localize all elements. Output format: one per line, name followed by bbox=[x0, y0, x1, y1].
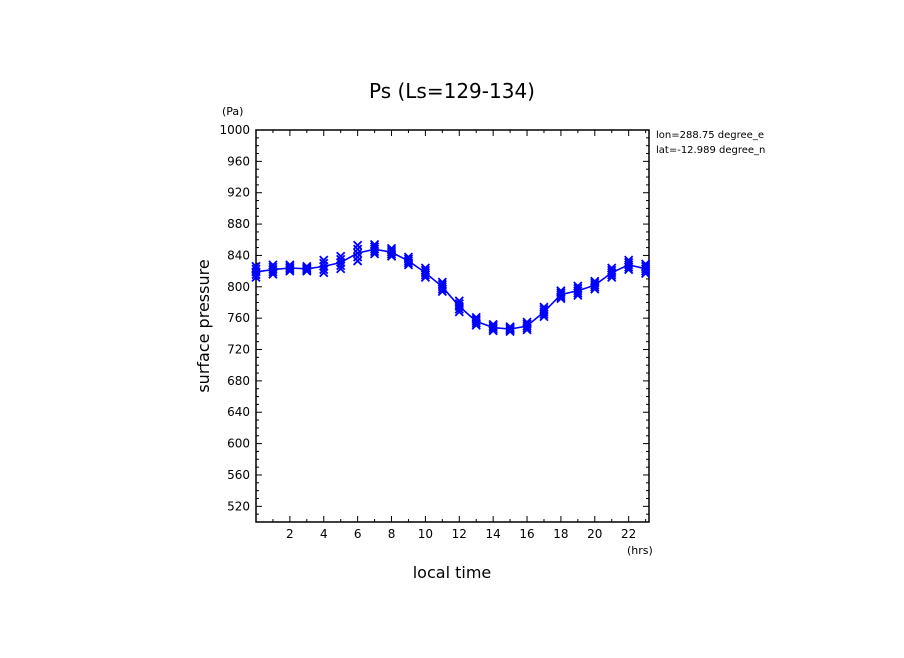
x-tick-label: 16 bbox=[519, 527, 534, 541]
data-point-marker bbox=[336, 254, 346, 264]
data-point-marker bbox=[319, 255, 329, 265]
data-point-marker bbox=[488, 319, 498, 330]
x-tick-label: 2 bbox=[286, 527, 294, 541]
data-point-marker bbox=[624, 255, 634, 265]
data-point-marker bbox=[488, 321, 498, 331]
data-point-marker bbox=[285, 263, 295, 273]
data-point-marker bbox=[454, 296, 464, 306]
y-tick-label: 880 bbox=[227, 217, 250, 231]
y-tick-label: 920 bbox=[227, 186, 250, 200]
data-point-marker bbox=[437, 277, 447, 287]
data-point-marker bbox=[353, 252, 363, 262]
x-tick-label: 8 bbox=[388, 527, 396, 541]
y-tick-label: 520 bbox=[227, 499, 250, 513]
data-point-marker bbox=[369, 239, 380, 250]
x-tick-label: 6 bbox=[354, 527, 362, 541]
data-point-marker bbox=[505, 322, 515, 332]
data-point-marker bbox=[590, 276, 600, 286]
data-point-marker bbox=[522, 321, 532, 331]
x-tick-label: 18 bbox=[553, 527, 568, 541]
data-point-marker bbox=[539, 304, 549, 315]
data-point-marker bbox=[590, 280, 600, 290]
data-point-marker bbox=[607, 265, 617, 275]
data-point-marker bbox=[353, 248, 363, 258]
x-unit: (hrs) bbox=[627, 544, 653, 557]
y-tick-label: 1000 bbox=[219, 123, 250, 137]
data-point-marker bbox=[353, 256, 363, 266]
data-point-marker bbox=[454, 299, 464, 309]
data-point-marker bbox=[285, 260, 295, 270]
data-point-marker bbox=[319, 258, 329, 268]
x-tick-label: 4 bbox=[320, 527, 328, 541]
y-unit: (Pa) bbox=[222, 105, 243, 118]
data-point-marker bbox=[539, 302, 549, 312]
data-point-marker bbox=[471, 314, 481, 324]
data-point-marker bbox=[251, 264, 261, 274]
data-point-marker bbox=[640, 259, 651, 269]
annotation-lon: lon=288.75 degree_e bbox=[656, 130, 764, 141]
data-point-marker bbox=[437, 279, 447, 290]
data-point-marker bbox=[386, 243, 397, 254]
data-point-marker bbox=[573, 283, 583, 294]
data-point-marker bbox=[268, 262, 278, 272]
data-point-marker bbox=[640, 261, 651, 272]
series-line bbox=[255, 248, 646, 330]
data-point-marker bbox=[353, 244, 363, 254]
data-point-marker bbox=[471, 312, 481, 323]
y-axis-title: surface pressure bbox=[194, 259, 213, 392]
data-point-marker bbox=[556, 286, 566, 296]
data-point-marker bbox=[386, 247, 397, 257]
y-tick-label: 560 bbox=[227, 468, 250, 482]
data-point-marker bbox=[420, 265, 431, 275]
data-point-marker bbox=[403, 254, 414, 264]
data-point-marker bbox=[353, 240, 363, 250]
data-point-marker bbox=[590, 278, 600, 288]
data-point-marker bbox=[302, 261, 312, 272]
data-point-marker bbox=[403, 256, 414, 266]
data-point-marker bbox=[268, 260, 278, 270]
data-point-marker bbox=[522, 319, 532, 329]
chart-title: Ps (Ls=129-134) bbox=[369, 79, 535, 103]
data-point-marker bbox=[573, 281, 583, 291]
data-point-marker bbox=[488, 322, 498, 333]
data-point-marker bbox=[624, 257, 634, 268]
data-point-marker bbox=[420, 263, 431, 273]
y-tick-label: 960 bbox=[227, 154, 250, 168]
x-tick-label: 10 bbox=[418, 527, 433, 541]
x-tick-label: 20 bbox=[587, 527, 602, 541]
annotation-lat: lat=-12.989 degree_n bbox=[656, 145, 765, 156]
y-tick-label: 680 bbox=[227, 374, 250, 388]
x-tick-label: 12 bbox=[452, 527, 467, 541]
data-point-marker bbox=[556, 288, 566, 298]
y-tick-label: 640 bbox=[227, 405, 250, 419]
ticks: 2 4 6 8 10 12 14 16 18 20 22 520 560 600 640 680 720 760 8… bbox=[219, 123, 649, 541]
x-tick-label: 14 bbox=[486, 527, 501, 541]
x-tick-label: 22 bbox=[621, 527, 636, 541]
y-tick-label: 760 bbox=[227, 311, 250, 325]
y-tick-label: 840 bbox=[227, 248, 250, 262]
data-point-marker bbox=[285, 261, 295, 272]
y-tick-label: 720 bbox=[227, 343, 250, 357]
data-point-marker bbox=[471, 316, 481, 326]
plot-frame bbox=[255, 129, 650, 523]
data-point-marker bbox=[522, 317, 532, 327]
data-point-marker bbox=[336, 251, 346, 261]
data-point-marker bbox=[251, 261, 261, 272]
data-point-marker bbox=[403, 252, 414, 262]
series bbox=[251, 239, 651, 337]
data-point-marker bbox=[556, 290, 566, 300]
data-point-marker bbox=[386, 245, 397, 255]
x-axis-title: local time bbox=[413, 563, 492, 582]
data-point-marker bbox=[607, 263, 617, 273]
y-tick-label: 600 bbox=[227, 437, 250, 451]
y-tick-label: 800 bbox=[227, 280, 250, 294]
data-point-marker bbox=[369, 242, 380, 252]
